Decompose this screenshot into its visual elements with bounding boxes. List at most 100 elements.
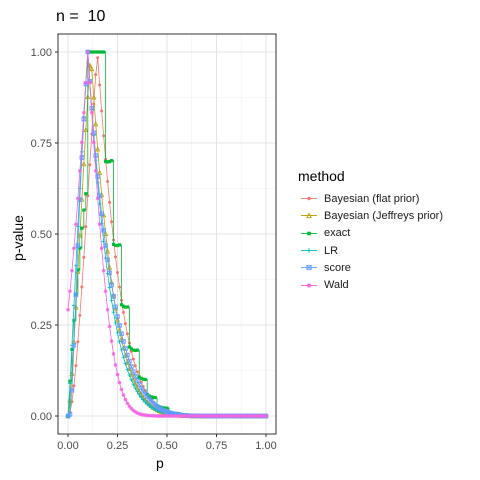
- data-point: [128, 371, 134, 377]
- data-point: [109, 159, 114, 163]
- data-point: [129, 406, 134, 411]
- data-point: [135, 389, 140, 394]
- legend-key-star: [301, 282, 317, 288]
- data-point: [109, 339, 114, 343]
- data-point: [115, 314, 120, 319]
- data-point: [133, 386, 138, 391]
- data-point: [127, 358, 132, 364]
- data-point: [127, 373, 132, 377]
- data-point: [97, 222, 102, 227]
- data-point: [73, 292, 79, 298]
- data-point: [127, 345, 131, 349]
- data-point: [131, 369, 136, 374]
- data-point: [76, 268, 80, 272]
- data-point: [92, 50, 96, 54]
- data-point: [106, 179, 110, 183]
- data-point: [153, 396, 157, 400]
- data-point: [87, 80, 92, 85]
- legend-item: Wald: [298, 276, 443, 293]
- data-point: [137, 375, 141, 379]
- data-point: [123, 322, 127, 326]
- x-tick-label: 0.50: [156, 440, 177, 452]
- data-point: [143, 377, 147, 382]
- data-point: [133, 374, 138, 379]
- legend-title: method: [298, 168, 345, 184]
- data-point: [76, 196, 80, 201]
- data-point: [84, 192, 88, 196]
- data-point: [84, 225, 88, 229]
- data-point: [115, 372, 120, 377]
- y-tick-label: 0.75: [31, 138, 52, 150]
- data-point: [96, 50, 100, 54]
- data-point: [129, 347, 133, 351]
- data-point: [115, 330, 120, 335]
- data-point: [72, 384, 76, 388]
- data-point: [117, 339, 122, 344]
- data-point: [117, 243, 122, 247]
- data-point: [66, 307, 70, 312]
- legend-item: LR: [298, 242, 443, 259]
- data-point: [111, 310, 116, 315]
- legend-label: score: [324, 261, 351, 274]
- data-point: [107, 159, 112, 164]
- data-point: [125, 305, 129, 309]
- data-point: [71, 342, 77, 348]
- data-point: [85, 50, 90, 54]
- data-point: [117, 380, 122, 385]
- data-point: [121, 310, 125, 314]
- data-point: [121, 393, 126, 397]
- data-point: [135, 348, 139, 352]
- data-point: [147, 403, 152, 408]
- data-point: [149, 405, 154, 409]
- legend: method Bayesian (flat prior) Bayesian (Je…: [298, 168, 443, 294]
- data-point: [149, 395, 153, 399]
- data-point: [264, 414, 268, 418]
- data-point: [105, 257, 110, 263]
- legend-key-square-x: [301, 265, 317, 271]
- y-tick-label: 0.25: [31, 320, 52, 332]
- data-point: [82, 255, 86, 259]
- data-point: [111, 242, 116, 246]
- data-point: [121, 304, 126, 308]
- data-point: [111, 352, 116, 356]
- data-point: [81, 161, 87, 167]
- data-point: [80, 285, 84, 289]
- data-point: [117, 323, 122, 328]
- legend-key-triangle: [301, 212, 317, 219]
- data-point: [74, 222, 78, 227]
- x-tick-label: 0.00: [57, 440, 78, 452]
- y-axis-label: p-value: [10, 215, 26, 261]
- data-point: [129, 378, 134, 382]
- legend-label: Wald: [324, 279, 349, 292]
- data-point: [110, 220, 114, 224]
- data-point: [113, 363, 118, 367]
- data-point: [119, 387, 124, 392]
- data-point: [69, 387, 75, 393]
- data-point: [77, 169, 82, 173]
- data-point: [131, 382, 136, 387]
- data-point: [117, 285, 121, 289]
- data-point: [98, 50, 102, 54]
- data-point: [72, 318, 76, 323]
- data-point: [101, 228, 106, 233]
- legend-key-dot: [301, 196, 317, 201]
- data-point: [133, 364, 137, 368]
- data-point: [76, 224, 80, 229]
- data-point: [94, 50, 98, 54]
- data-point: [100, 50, 104, 54]
- data-point: [95, 146, 101, 152]
- data-point: [105, 307, 110, 312]
- data-point: [77, 232, 83, 238]
- legend-label: LR: [324, 244, 339, 257]
- x-tick-label: 0.25: [107, 440, 128, 452]
- data-point: [131, 348, 135, 352]
- legend-label: Bayesian (Jeffreys prior): [324, 209, 444, 222]
- y-tick-label: 0.00: [31, 411, 52, 423]
- y-tick-label: 0.50: [31, 229, 52, 241]
- data-point: [113, 321, 118, 325]
- data-point: [99, 246, 104, 251]
- chart-title: n = 10: [56, 8, 106, 25]
- data-point: [101, 268, 106, 273]
